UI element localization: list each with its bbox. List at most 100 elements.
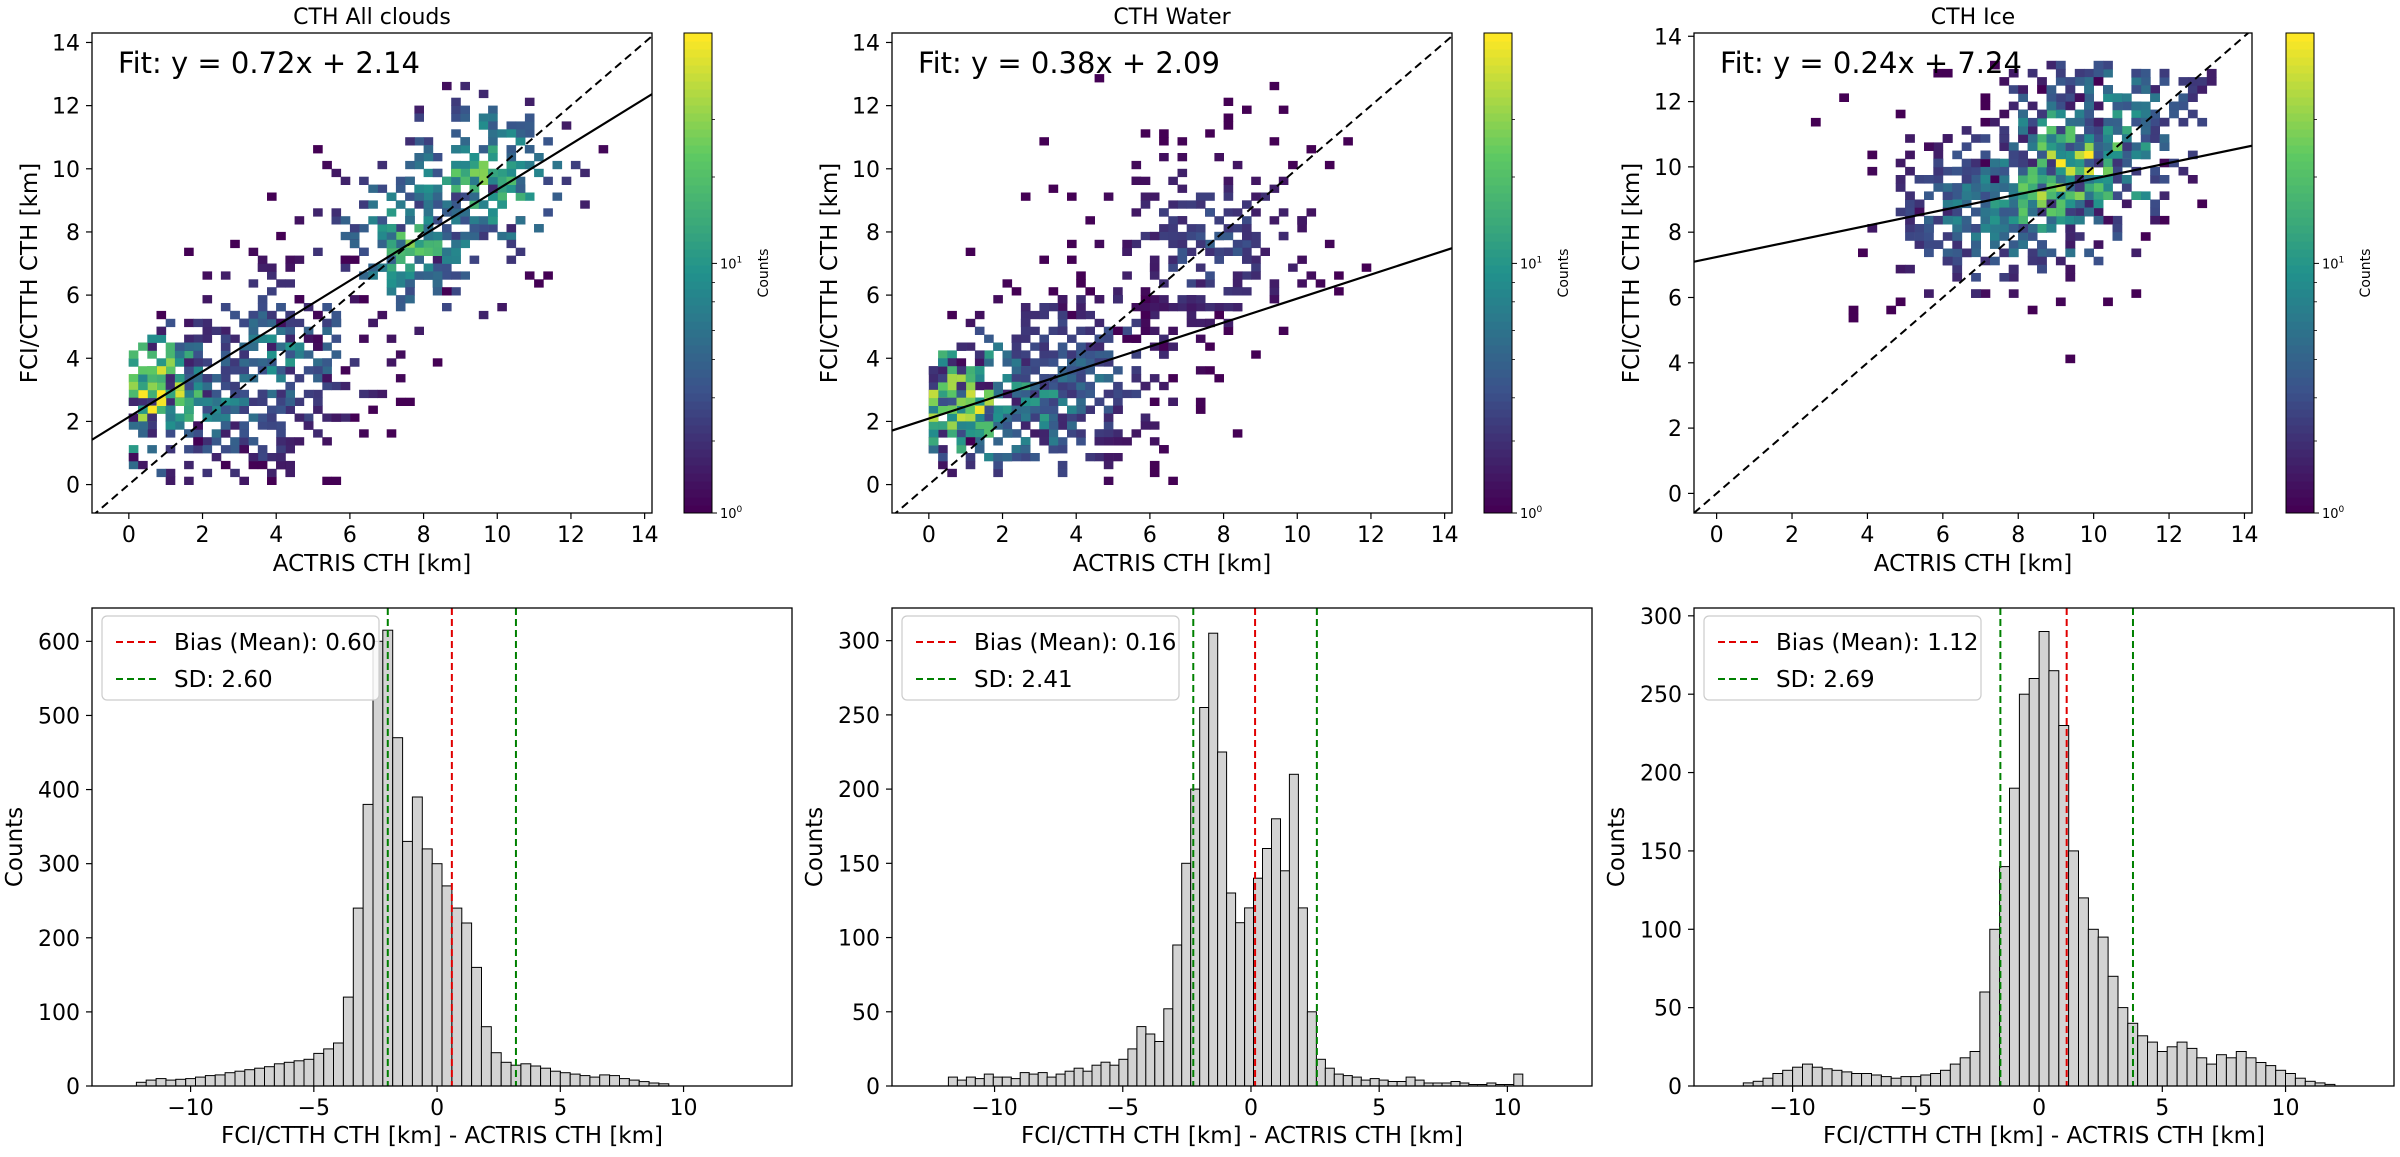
heatmap-cell [128, 453, 139, 462]
heatmap-cell [2131, 68, 2142, 78]
colorbar-segment [2286, 241, 2314, 250]
colorbar-segment [1484, 137, 1512, 146]
colorbar-segment [2286, 497, 2314, 506]
heatmap-cell [2046, 158, 2057, 168]
heatmap-cell [1159, 224, 1169, 233]
x-tick-label: 6 [343, 523, 357, 548]
heatmap-cell [165, 366, 176, 375]
heatmap-cell [359, 224, 369, 233]
heatmap-cell [432, 168, 443, 178]
heatmap-cell [1020, 366, 1031, 375]
heatmap-cell [414, 153, 424, 162]
heatmap-cell [488, 129, 498, 138]
heatmap-cell [2074, 93, 2085, 102]
heatmap-cell [340, 263, 351, 272]
y-tick-label: 300 [1640, 605, 1682, 630]
heatmap-cell [1223, 318, 1234, 328]
heatmap-cell [432, 287, 443, 296]
histogram-bar [628, 1079, 640, 1087]
colorbar-segment [1484, 489, 1512, 498]
heatmap-cell [1076, 381, 1086, 391]
heatmap-cell [128, 350, 139, 359]
heatmap-cell [2055, 158, 2066, 168]
colorbar-segment [1484, 225, 1512, 234]
heatmap-cell [1140, 231, 1151, 241]
heatmap-cell [193, 445, 203, 454]
axes-frame [1693, 607, 2395, 1087]
heatmap-cell [534, 153, 544, 162]
x-tick-label: 14 [1431, 523, 1459, 548]
heatmap-cell [147, 445, 157, 454]
heatmap-cell [974, 326, 985, 335]
heatmap-cell [2103, 60, 2113, 70]
heatmap-cell [220, 413, 231, 422]
heatmap-cell [1131, 318, 1142, 328]
heatmap-cell [2103, 117, 2113, 127]
heatmap-cell [1195, 263, 1206, 272]
histogram-bar [145, 1079, 157, 1087]
x-tick-label: 2 [1785, 523, 1799, 548]
heatmap-cell [313, 405, 323, 414]
y-tick-label: 0 [66, 474, 80, 499]
histogram-bar [1414, 1079, 1425, 1087]
heatmap-cell [184, 381, 194, 391]
heatmap-cell [928, 405, 939, 414]
y-tick-label: 4 [1668, 352, 1682, 377]
colorbar-segment [1484, 361, 1512, 370]
heatmap-cell [2140, 150, 2151, 160]
heatmap-cell [1002, 405, 1013, 414]
heatmap-cell [267, 476, 277, 485]
heatmap-cell [974, 413, 985, 422]
heatmap-cell [2065, 224, 2076, 233]
heatmap-cell [340, 216, 351, 225]
colorbar-tick-label: 101 [1520, 255, 1542, 272]
heatmap-cell [377, 310, 388, 320]
heatmap-cell [1039, 389, 1049, 399]
heatmap-cell [2055, 142, 2066, 151]
heatmap-cell [414, 247, 424, 256]
heatmap-cell [1168, 255, 1178, 264]
heatmap-cell [478, 168, 489, 178]
heatmap-cell [2159, 175, 2170, 184]
heatmap-cell [2103, 166, 2113, 176]
heatmap-cell [1039, 437, 1049, 446]
heatmap-cell [331, 310, 342, 320]
colorbar-segment [1484, 73, 1512, 82]
heatmap-cell [285, 334, 295, 343]
y-tick-label: 14 [52, 31, 80, 56]
heatmap-cell [1306, 208, 1317, 217]
chart-title: CTH Water [1113, 5, 1231, 30]
chart-title: CTH All clouds [293, 5, 451, 30]
heatmap-cell [313, 397, 323, 406]
heatmap-cell [1094, 334, 1105, 343]
heatmap-cell [331, 350, 342, 359]
heatmap-cell [2065, 354, 2076, 364]
heatmap-cell [2037, 142, 2047, 151]
colorbar-segment [2286, 481, 2314, 490]
heatmap-cell [276, 279, 286, 288]
heatmap-cell [220, 366, 231, 375]
heatmap-cell [1260, 192, 1270, 201]
heatmap-cell [138, 366, 148, 375]
heatmap-cell [580, 200, 590, 209]
colorbar-segment [1484, 177, 1512, 186]
heatmap-cell [965, 413, 976, 422]
histogram-bar [323, 1048, 335, 1087]
heatmap-cell [1933, 150, 1944, 160]
heatmap-cell [1961, 224, 1972, 233]
colorbar-segment [684, 433, 712, 442]
heatmap-cell [2065, 199, 2076, 209]
heatmap-cell [2169, 101, 2179, 111]
heatmap-cell [2018, 199, 2028, 209]
x-axis-label: ACTRIS CTH [km] [1073, 551, 1272, 577]
heatmap-cell [1140, 421, 1151, 430]
colorbar-segment [684, 273, 712, 282]
heatmap-cell [451, 129, 461, 138]
heatmap-cells [128, 81, 609, 485]
heatmap-cell [1057, 295, 1068, 304]
heatmap-cell [2065, 117, 2076, 127]
heatmap-cell [1971, 232, 1981, 241]
heatmap-cell [1067, 413, 1077, 422]
heatmap-cell [211, 389, 222, 399]
